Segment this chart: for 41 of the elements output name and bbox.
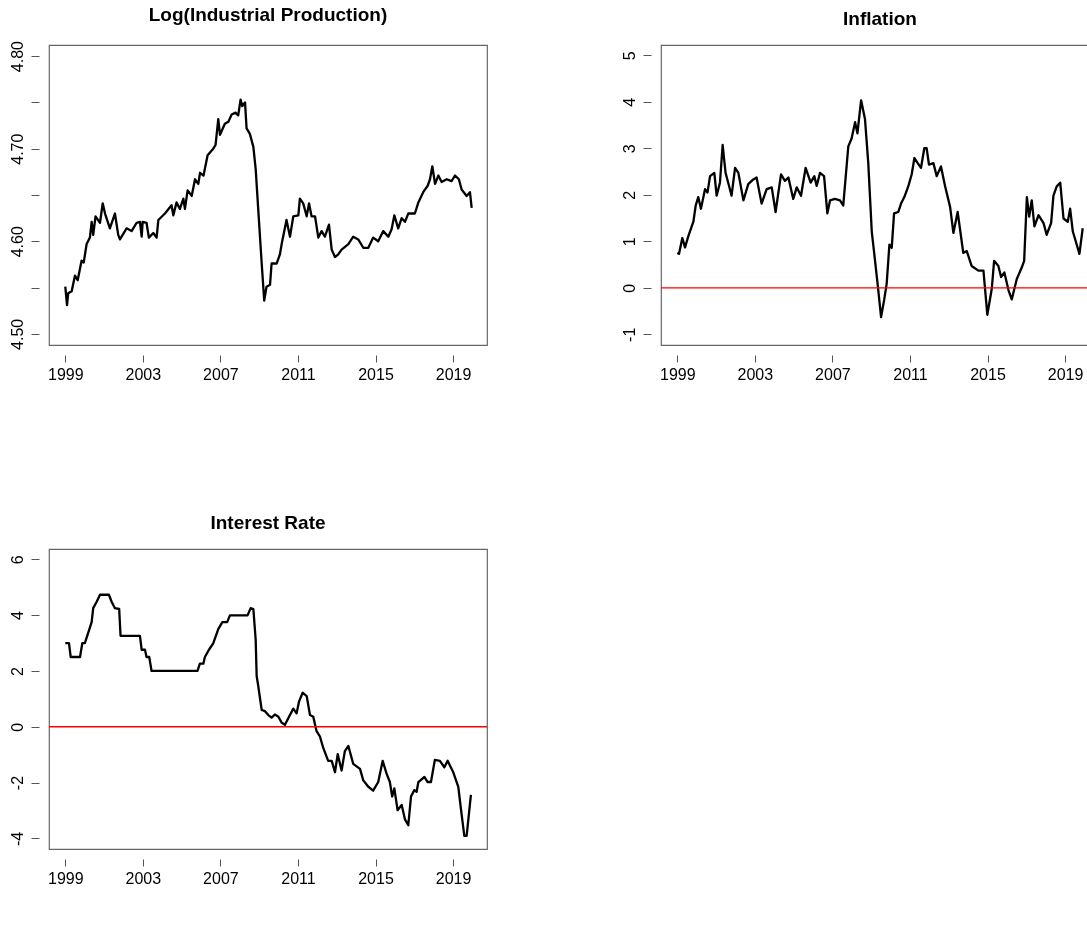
x-tick-label: 2015: [970, 365, 1006, 383]
y-tick-label: 0: [620, 283, 638, 293]
y-tick-label: 6: [8, 555, 26, 565]
y-tick-label: 2: [8, 666, 26, 676]
y-tick-label: 4: [620, 97, 638, 107]
line-series: [676, 99, 1084, 319]
x-tick-label: 2003: [125, 869, 162, 887]
chart-title: Log(Industrial Production): [148, 3, 388, 25]
x-tick-label: 1999: [47, 365, 84, 383]
y-tick-label: 4.50: [8, 318, 26, 350]
y-tick-label: 0: [8, 722, 26, 732]
x-tick-label: 2019: [435, 869, 472, 887]
y-tick-label: 4.80: [8, 40, 26, 73]
x-tick-label: 2015: [358, 365, 394, 383]
chart-title: Interest Rate: [210, 512, 326, 533]
line-series: [64, 98, 473, 307]
x-tick-label: 1999: [47, 869, 84, 887]
x-tick-label: 2007: [203, 869, 239, 887]
y-tick-label: 1: [620, 237, 638, 247]
y-tick-label: 2: [620, 190, 638, 200]
x-tick-label: 2011: [281, 365, 316, 383]
x-tick-label: 2007: [815, 365, 851, 383]
y-tick-label: 3: [620, 144, 638, 154]
x-tick-label: 2003: [737, 365, 774, 383]
x-tick-label: 1999: [659, 365, 696, 383]
line-series: [64, 593, 473, 838]
x-tick-label: 2019: [435, 365, 472, 383]
y-tick-label: -1: [620, 327, 638, 342]
x-tick-label: 2011: [893, 365, 928, 383]
y-tick-label: 4.70: [8, 133, 26, 165]
y-tick-label: -2: [8, 775, 26, 791]
x-tick-label: 2011: [281, 869, 316, 887]
y-tick-label: 4.60: [8, 226, 26, 258]
x-tick-label: 2015: [358, 869, 394, 887]
x-tick-label: 2003: [125, 365, 162, 383]
chart-title: Inflation: [843, 8, 917, 29]
x-tick-label: 2007: [203, 365, 239, 383]
y-tick-label: -4: [8, 831, 26, 847]
y-tick-label: 5: [620, 51, 638, 61]
x-tick-label: 2019: [1047, 365, 1084, 383]
y-tick-label: 4: [8, 611, 26, 621]
